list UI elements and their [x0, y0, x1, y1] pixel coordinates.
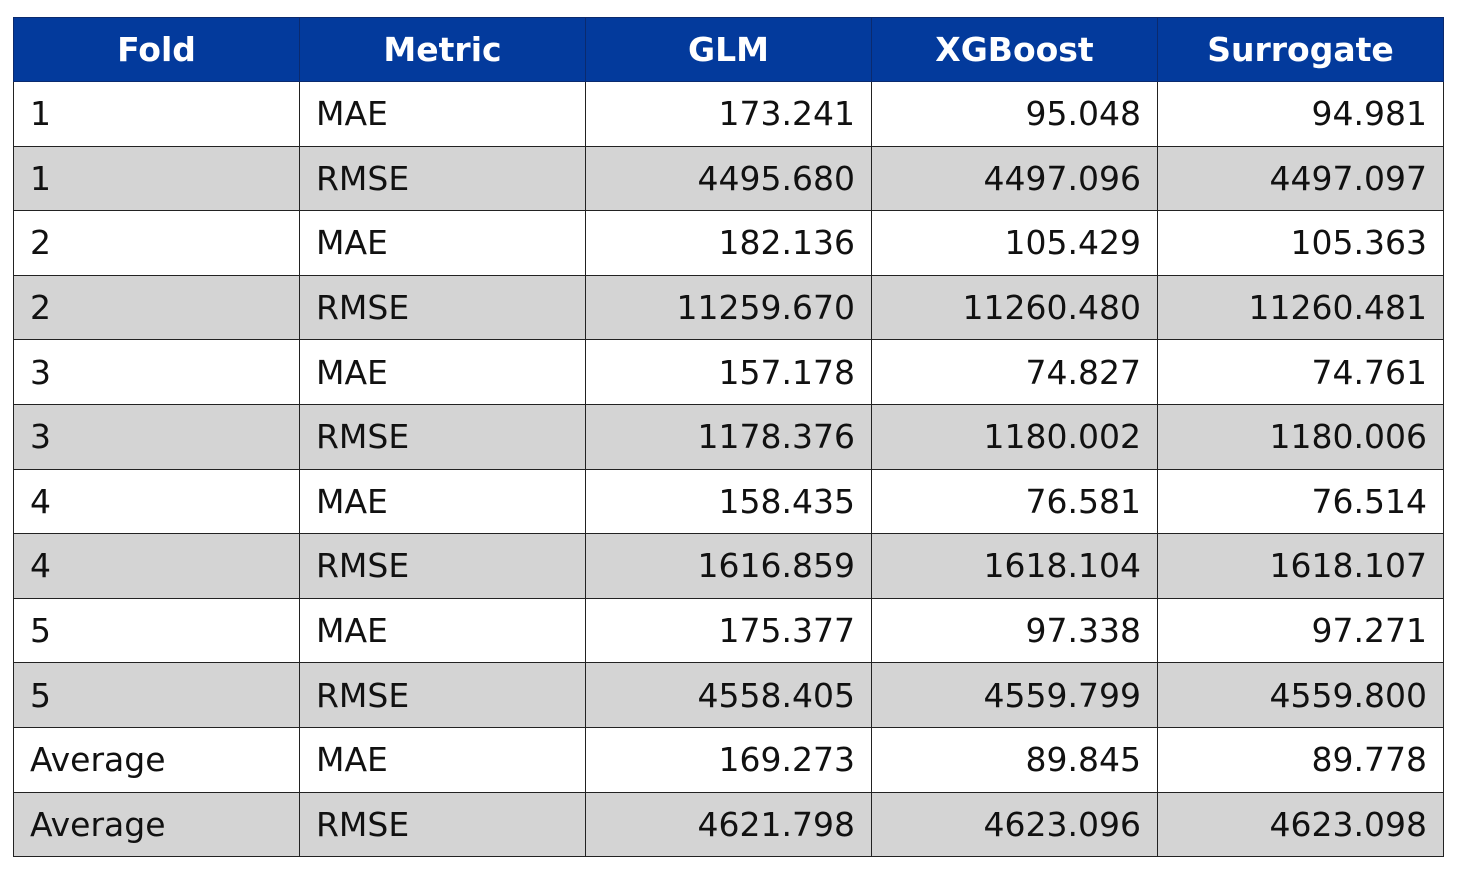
number-cell: 1180.006	[1157, 403, 1444, 470]
text-cell: Average	[13, 791, 300, 858]
table-row: 5 RMSE 4558.405 4559.799 4559.800	[13, 662, 1444, 728]
table-row: 3 RMSE 1178.376 1180.002 1180.006	[13, 403, 1444, 470]
text-cell: 1	[13, 81, 300, 147]
table-row: 5 MAE 175.377 97.338 97.271	[13, 597, 1444, 664]
header-cell: GLM	[585, 17, 872, 82]
table-row: 4 MAE 158.435 76.581 76.514	[13, 468, 1444, 535]
number-cell: 175.377	[585, 597, 872, 664]
number-cell: 157.178	[585, 339, 872, 405]
text-cell: MAE	[299, 81, 586, 147]
number-cell: 89.778	[1157, 726, 1444, 793]
number-cell: 4559.799	[871, 662, 1158, 728]
number-cell: 105.429	[871, 210, 1158, 276]
table-body: 1 MAE 173.241 95.048 94.981 1 RMSE 4495.680 4497…	[13, 81, 1444, 858]
number-cell: 89.845	[871, 726, 1158, 793]
number-cell: 158.435	[585, 468, 872, 535]
table-row: 2 RMSE 11259.670 11260.480 11260.481	[13, 274, 1444, 341]
text-cell: 3	[13, 339, 300, 405]
text-cell: MAE	[299, 468, 586, 535]
text-cell: MAE	[299, 210, 586, 276]
number-cell: 105.363	[1157, 210, 1444, 276]
text-cell: MAE	[299, 726, 586, 793]
text-cell: 2	[13, 210, 300, 276]
text-cell: RMSE	[299, 403, 586, 470]
number-cell: 4495.680	[585, 145, 872, 212]
text-cell: 5	[13, 662, 300, 728]
table-row: 1 MAE 173.241 95.048 94.981	[13, 81, 1444, 147]
table-row: 3 MAE 157.178 74.827 74.761	[13, 339, 1444, 405]
number-cell: 74.827	[871, 339, 1158, 405]
table-row: 2 MAE 182.136 105.429 105.363	[13, 210, 1444, 276]
header-cell: Metric	[299, 17, 586, 82]
number-cell: 4623.098	[1157, 791, 1444, 858]
number-cell: 4623.096	[871, 791, 1158, 858]
number-cell: 4497.097	[1157, 145, 1444, 212]
number-cell: 1178.376	[585, 403, 872, 470]
table-row: 4 RMSE 1616.859 1618.104 1618.107	[13, 533, 1444, 599]
number-cell: 4558.405	[585, 662, 872, 728]
text-cell: RMSE	[299, 662, 586, 728]
number-cell: 4621.798	[585, 791, 872, 858]
text-cell: Average	[13, 726, 300, 793]
text-cell: RMSE	[299, 791, 586, 858]
text-cell: MAE	[299, 339, 586, 405]
number-cell: 97.338	[871, 597, 1158, 664]
number-cell: 94.981	[1157, 81, 1444, 147]
table-row: Average MAE 169.273 89.845 89.778	[13, 726, 1444, 793]
text-cell: MAE	[299, 597, 586, 664]
table-row: 1 RMSE 4495.680 4497.096 4497.097	[13, 145, 1444, 212]
table-header: Fold Metric GLM XGBoost Surrogate	[13, 17, 1444, 82]
number-cell: 1618.104	[871, 533, 1158, 599]
text-cell: 2	[13, 274, 300, 341]
text-cell: 4	[13, 533, 300, 599]
number-cell: 4559.800	[1157, 662, 1444, 728]
number-cell: 95.048	[871, 81, 1158, 147]
text-cell: 1	[13, 145, 300, 212]
text-cell: RMSE	[299, 145, 586, 212]
number-cell: 97.271	[1157, 597, 1444, 664]
number-cell: 11260.481	[1157, 274, 1444, 341]
table-row: Average RMSE 4621.798 4623.096 4623.098	[13, 791, 1444, 858]
number-cell: 1618.107	[1157, 533, 1444, 599]
header-row: Fold Metric GLM XGBoost Surrogate	[13, 17, 1444, 82]
number-cell: 76.514	[1157, 468, 1444, 535]
text-cell: RMSE	[299, 274, 586, 341]
number-cell: 11260.480	[871, 274, 1158, 341]
number-cell: 182.136	[585, 210, 872, 276]
number-cell: 173.241	[585, 81, 872, 147]
table-container: Fold Metric GLM XGBoost Surrogate 1 MAE 173.24…	[13, 17, 1444, 858]
header-cell: XGBoost	[871, 17, 1158, 82]
text-cell: 4	[13, 468, 300, 535]
number-cell: 1616.859	[585, 533, 872, 599]
header-cell: Surrogate	[1157, 17, 1444, 82]
results-table: Fold Metric GLM XGBoost Surrogate 1 MAE 173.24…	[13, 17, 1444, 858]
number-cell: 11259.670	[585, 274, 872, 341]
number-cell: 76.581	[871, 468, 1158, 535]
header-cell: Fold	[13, 17, 300, 82]
text-cell: RMSE	[299, 533, 586, 599]
number-cell: 1180.002	[871, 403, 1158, 470]
text-cell: 3	[13, 403, 300, 470]
number-cell: 74.761	[1157, 339, 1444, 405]
number-cell: 4497.096	[871, 145, 1158, 212]
number-cell: 169.273	[585, 726, 872, 793]
text-cell: 5	[13, 597, 300, 664]
